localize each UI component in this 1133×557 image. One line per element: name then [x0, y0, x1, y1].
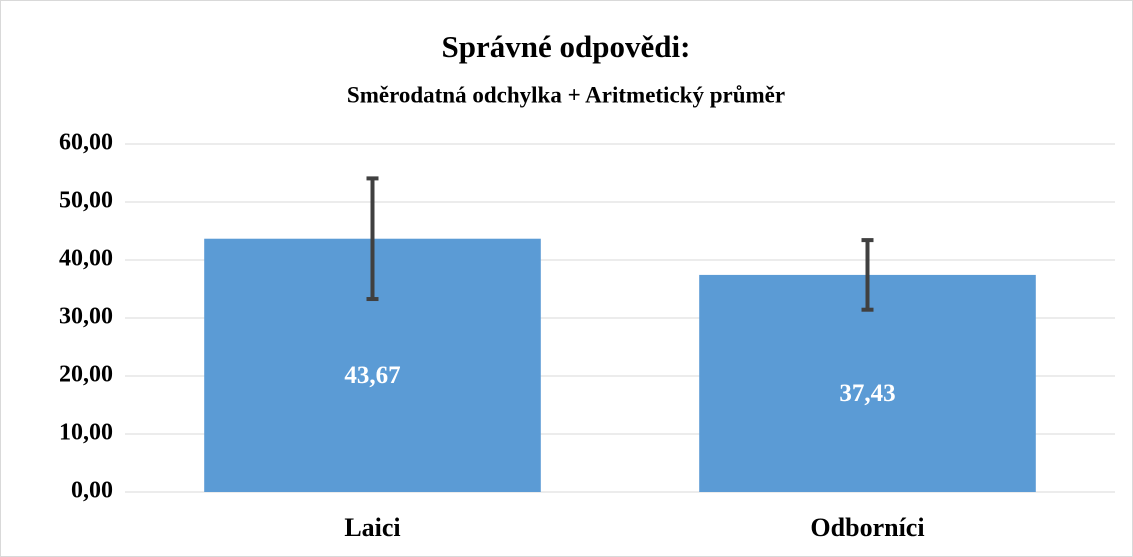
y-tick-label: 50,00 — [59, 188, 113, 214]
x-tick-label: Odborníci — [810, 513, 924, 542]
y-tick-label: 20,00 — [59, 362, 113, 388]
error-bar — [366, 176, 379, 302]
y-tick-label: 30,00 — [59, 304, 113, 330]
error-bar — [861, 238, 874, 312]
y-tick-label: 40,00 — [59, 246, 113, 272]
y-tick-label: 10,00 — [59, 420, 113, 446]
chart-subtitle: Směrodatná odchylka + Aritmetický průměr — [347, 82, 785, 107]
y-tick-label: 60,00 — [59, 130, 113, 156]
chart-title: Správné odpovědi: — [442, 29, 691, 64]
data-label: 37,43 — [839, 380, 895, 407]
x-tick-label: Laici — [344, 513, 400, 542]
data-label: 43,67 — [344, 362, 400, 389]
y-tick-label: 0,00 — [71, 478, 113, 504]
